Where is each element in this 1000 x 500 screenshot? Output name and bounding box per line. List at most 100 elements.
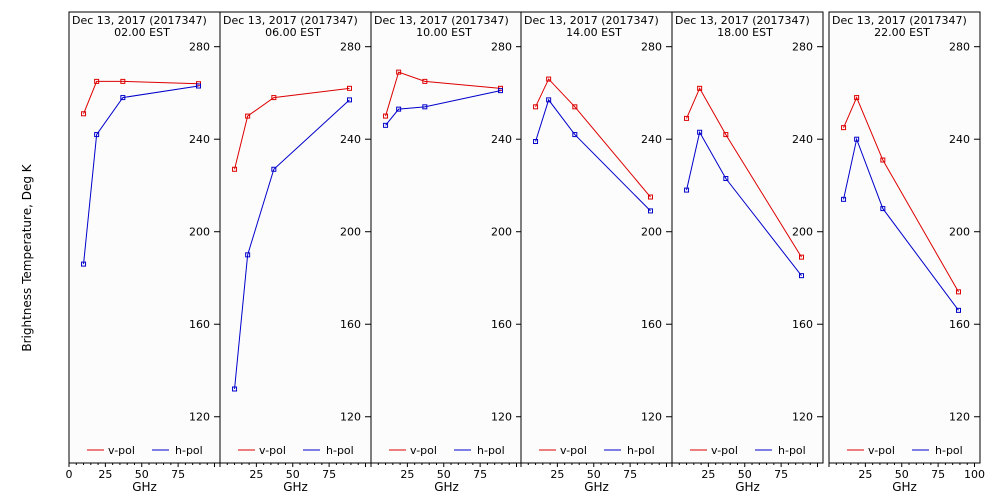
data-point-v-pol [245, 113, 251, 119]
series-line-h-pol [83, 85, 199, 265]
data-point-h-pol [546, 97, 552, 103]
y-tick-label: 280 [491, 41, 512, 54]
legend-label-h-pol: h-pol [778, 444, 806, 457]
panels-layer: Dec 13, 2017 (2017347)02.00 EST120160200… [66, 11, 985, 494]
x-axis-label: GHz [132, 480, 157, 494]
data-point-h-pol [647, 208, 653, 214]
legend: v-pol h-pol [847, 444, 963, 457]
data-point-h-pol [697, 129, 703, 135]
panel-3: Dec 13, 2017 (2017347)10.00 EST 120 160 200… [370, 11, 523, 494]
x-tick-label: 75 [171, 468, 185, 481]
series-line-v-pol [843, 96, 959, 293]
x-tick-label: 50 [895, 468, 909, 481]
y-tick-label: 240 [641, 133, 662, 146]
legend-label-v-pol: v-pol [560, 444, 587, 457]
data-point-h-pol [684, 187, 690, 193]
y-tick-label: 120 [641, 411, 662, 424]
x-tick-label: 25 [858, 468, 872, 481]
series-line-v-pol [535, 78, 651, 198]
legend-label-v-pol: v-pol [711, 444, 738, 457]
x-axis-label: GHz [283, 480, 308, 494]
data-point-v-pol [955, 289, 961, 295]
data-point-h-pol [232, 386, 238, 392]
legend-label-h-pol: h-pol [627, 444, 655, 457]
x-tick-label: 75 [322, 468, 336, 481]
panel-1: Dec 13, 2017 (2017347)02.00 EST 120 160 200… [66, 11, 221, 494]
data-point-v-pol [723, 132, 729, 138]
series-line-v-pol [686, 87, 802, 258]
series-line-h-pol [234, 99, 350, 390]
data-point-v-pol [684, 115, 690, 121]
data-point-h-pol [841, 196, 847, 202]
legend: v-pol h-pol [389, 444, 505, 457]
x-tick-label: 25 [98, 468, 112, 481]
data-point-h-pol [955, 307, 961, 313]
y-tick-label: 160 [189, 318, 210, 331]
legend-label-h-pol: h-pol [326, 444, 354, 457]
legend-label-v-pol: v-pol [108, 444, 135, 457]
data-point-v-pol [533, 104, 539, 110]
data-point-h-pol [346, 97, 352, 103]
x-tick-label: 50 [286, 468, 300, 481]
legend-label-h-pol: h-pol [477, 444, 505, 457]
x-tick-label: 75 [931, 468, 945, 481]
y-tick-label: 280 [949, 41, 970, 54]
series-line-v-pol [385, 71, 501, 117]
series-line-v-pol [234, 87, 350, 170]
data-point-h-pol [723, 176, 729, 182]
y-tick-label: 200 [189, 226, 210, 239]
series-line-h-pol [535, 98, 651, 212]
data-point-h-pol [854, 136, 860, 142]
y-tick-label: 280 [340, 41, 361, 54]
x-tick-label: 100 [964, 468, 985, 481]
y-tick-label: 160 [340, 318, 361, 331]
panel-title-time: 02.00 EST [114, 26, 170, 39]
y-tick-label: 120 [340, 411, 361, 424]
legend: v-pol h-pol [87, 444, 203, 457]
x-axis-label: GHz [735, 480, 760, 494]
legend: v-pol h-pol [690, 444, 806, 457]
y-tick-label: 160 [792, 318, 813, 331]
data-point-v-pol [383, 113, 389, 119]
x-axis-label: GHz [434, 480, 459, 494]
data-point-h-pol [94, 132, 100, 138]
y-tick-label: 160 [949, 318, 970, 331]
panel-frame [520, 11, 673, 464]
data-point-h-pol [572, 132, 578, 138]
series-line-v-pol [83, 80, 199, 114]
y-tick-label: 120 [189, 411, 210, 424]
legend: v-pol h-pol [238, 444, 354, 457]
legend-label-v-pol: v-pol [259, 444, 286, 457]
x-tick-label: 25 [249, 468, 263, 481]
y-tick-label: 120 [792, 411, 813, 424]
data-point-h-pol [195, 83, 201, 89]
data-point-h-pol [422, 104, 428, 110]
x-tick-label: 50 [587, 468, 601, 481]
data-point-h-pol [383, 122, 389, 128]
panel-frame [219, 11, 372, 464]
series-line-h-pol [686, 130, 802, 276]
data-point-v-pol [120, 78, 126, 84]
y-tick-label: 200 [641, 226, 662, 239]
data-point-h-pol [245, 252, 251, 258]
data-point-v-pol [647, 194, 653, 200]
y-tick-label: 200 [340, 226, 361, 239]
panel-title-time: 06.00 EST [265, 26, 321, 39]
y-tick-label: 120 [491, 411, 512, 424]
y-tick-label: 240 [491, 133, 512, 146]
data-point-v-pol [422, 78, 428, 84]
y-tick-label: 200 [792, 226, 813, 239]
panel-frame [370, 11, 523, 464]
panel-title-time: 10.00 EST [416, 26, 472, 39]
x-tick-label: 25 [701, 468, 715, 481]
data-point-v-pol [854, 95, 860, 101]
y-tick-label: 160 [491, 318, 512, 331]
panel-title-time: 22.00 EST [874, 26, 930, 39]
data-point-h-pol [396, 106, 402, 112]
x-tick-label: 50 [437, 468, 451, 481]
x-tick-label: 0 [66, 468, 73, 481]
x-tick-label: 50 [135, 468, 149, 481]
x-tick-label: 25 [400, 468, 414, 481]
data-point-h-pol [497, 88, 503, 94]
panel-6: Dec 13, 2017 (2017347)22.00 EST 120 160 200… [828, 11, 985, 494]
